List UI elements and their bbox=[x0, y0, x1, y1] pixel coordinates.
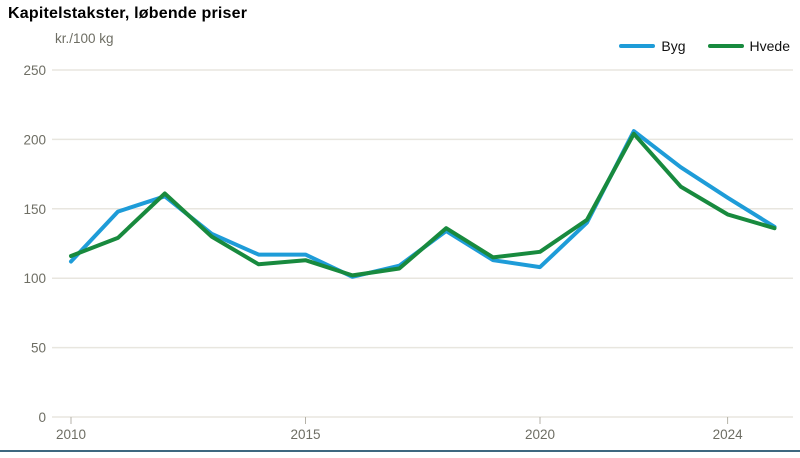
x-tick-label-2010: 2010 bbox=[56, 427, 86, 442]
legend-label-hvede: Hvede bbox=[749, 38, 790, 54]
legend: Byg Hvede bbox=[619, 38, 790, 54]
y-tick-label-200: 200 bbox=[23, 132, 46, 147]
series-line-hvede bbox=[69, 131, 777, 278]
legend-label-byg: Byg bbox=[661, 38, 686, 54]
legend-item-byg[interactable]: Byg bbox=[619, 38, 686, 54]
y-tick-label-50: 50 bbox=[31, 341, 46, 356]
hvede-line-swatch-icon bbox=[707, 44, 744, 48]
y-tick-label-250: 250 bbox=[23, 63, 46, 78]
y-tick-label-150: 150 bbox=[23, 202, 46, 217]
x-tick-label-2020: 2020 bbox=[525, 427, 555, 442]
y-axis-unit-label: kr./100 kg bbox=[55, 31, 114, 46]
y-tick-label-100: 100 bbox=[23, 271, 46, 286]
chart-title: Kapitelstakster, løbende priser bbox=[8, 5, 248, 22]
x-tick-label-2024: 2024 bbox=[713, 427, 744, 442]
legend-item-hvede[interactable]: Hvede bbox=[707, 38, 790, 54]
x-tick-label-2015: 2015 bbox=[290, 427, 320, 442]
y-tick-label-0: 0 bbox=[38, 410, 46, 425]
byg-line-swatch-icon bbox=[619, 44, 656, 48]
